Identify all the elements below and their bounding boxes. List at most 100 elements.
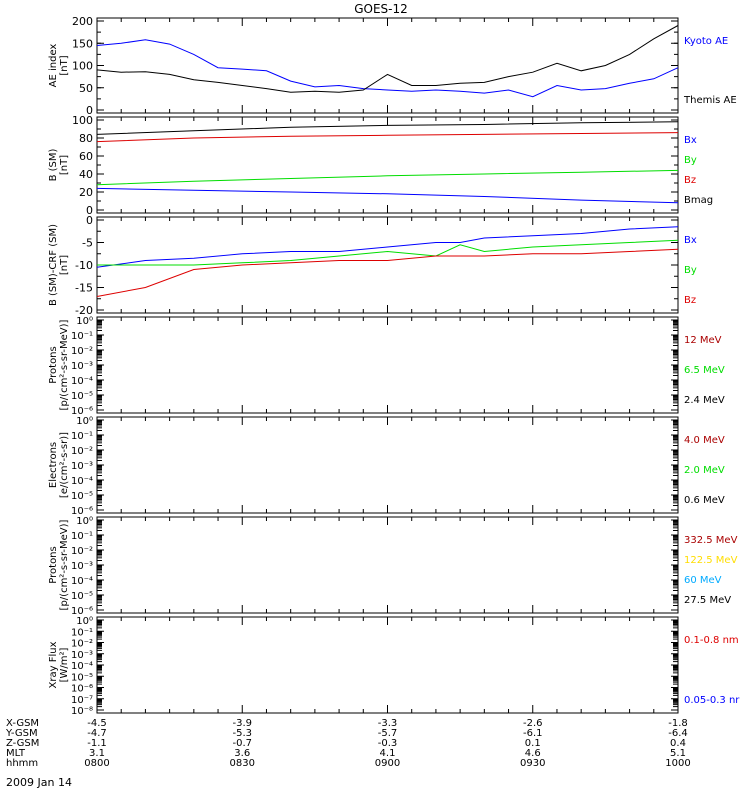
x-row-value: 0830 bbox=[230, 758, 255, 769]
legend-label: Bz bbox=[684, 295, 696, 306]
x-row-value: -0.3 bbox=[378, 738, 398, 749]
y-axis-label-line: AE index bbox=[48, 44, 59, 88]
y-axis-label: B (SM)-CRF (SM)[nT] bbox=[48, 224, 70, 306]
y-axis-label-line: Protons bbox=[48, 546, 59, 583]
y-tick-label: 10⁻⁵ bbox=[71, 591, 93, 602]
x-axis-table: X-GSM -4.5 -3.9 -3.3 -2.6 -1.8 Y-GSM -4.7 -5.3 -5… bbox=[5, 718, 691, 769]
y-tick-label: 10⁻³ bbox=[71, 361, 93, 372]
figure-title: GOES-12 bbox=[354, 2, 408, 16]
y-axis-label-line: [p/(cm²-s-sr-MeV)] bbox=[59, 519, 70, 610]
x-row-label: X-GSM bbox=[6, 718, 39, 729]
date-label: 2009 Jan 14 bbox=[6, 776, 72, 789]
y-axis-label: AE index[nT] bbox=[48, 44, 70, 88]
plot-frame bbox=[96, 17, 679, 114]
series-line-3 bbox=[96, 132, 679, 143]
x-row-value: 0.1 bbox=[525, 738, 541, 749]
y-tick-label: 0 bbox=[86, 214, 93, 227]
x-row-value: 0900 bbox=[375, 758, 400, 769]
x-row-value: -5.7 bbox=[378, 728, 398, 739]
x-row-value: -2.6 bbox=[523, 718, 543, 729]
x-row-label: MLT bbox=[6, 748, 26, 759]
legend-label: Kyoto AE bbox=[684, 36, 728, 47]
y-tick-label: 60 bbox=[79, 150, 93, 163]
x-row-value: -0.7 bbox=[232, 738, 252, 749]
y-tick-label: 10⁻⁵ bbox=[71, 391, 93, 402]
x-row-value: -4.7 bbox=[87, 728, 107, 739]
panel-1: 0 50 100 150 200 AE index[nT] Kyoto AE Themis A… bbox=[48, 15, 737, 117]
plot-frame bbox=[96, 416, 679, 514]
legend-label: Bz bbox=[684, 175, 696, 186]
x-row-label: Z-GSM bbox=[6, 738, 39, 749]
legend-label: 4.0 MeV bbox=[684, 435, 725, 446]
y-axis-label-line: [nT] bbox=[59, 255, 70, 275]
y-tick-label: -15 bbox=[75, 282, 93, 295]
y-tick-label: 10⁻² bbox=[71, 346, 93, 357]
y-tick-label: 10⁻⁶ bbox=[71, 606, 93, 617]
series-line-2 bbox=[96, 25, 679, 93]
y-tick-label: 100 bbox=[72, 114, 93, 127]
y-tick-label: -10 bbox=[75, 259, 93, 272]
y-tick-label: 200 bbox=[72, 15, 93, 28]
y-axis-label: B (SM)[nT] bbox=[48, 148, 70, 181]
legend-label: Bmag bbox=[684, 195, 713, 206]
x-row-value: -4.5 bbox=[87, 718, 107, 729]
panel-4: 10⁻⁶ 10⁻⁵ 10⁻⁴ 10⁻³ 10⁻² 10⁻¹ 10⁰ Protons[p/(cm… bbox=[48, 316, 725, 417]
legend-label: 0.6 MeV bbox=[684, 495, 725, 506]
y-tick-label: 10⁻⁴ bbox=[71, 661, 93, 672]
y-tick-label: 50 bbox=[79, 82, 93, 95]
x-row-value: -6.4 bbox=[668, 728, 688, 739]
y-tick-label: 10⁻¹ bbox=[71, 627, 93, 638]
y-axis-label-line: [e/(cm²-s-sr)] bbox=[59, 432, 70, 498]
legend-label: By bbox=[684, 265, 697, 276]
legend-label: 2.0 MeV bbox=[684, 465, 725, 476]
x-row-value: 0800 bbox=[84, 758, 109, 769]
x-row-value: -1.8 bbox=[668, 718, 688, 729]
y-tick-label: 0 bbox=[86, 104, 93, 117]
y-axis-label-line: [W/m²] bbox=[59, 647, 70, 682]
y-axis-label-line: B (SM) bbox=[48, 148, 59, 181]
y-tick-label: 10⁻⁶ bbox=[71, 406, 93, 417]
plot-frame bbox=[96, 616, 679, 714]
y-tick-label: 10⁻² bbox=[71, 546, 93, 557]
y-axis-label-line: [p/(cm²-s-sr-MeV)] bbox=[59, 319, 70, 410]
x-row-label: hhmm bbox=[6, 758, 38, 769]
y-axis-label: Protons[p/(cm²-s-sr-MeV)] bbox=[48, 319, 70, 410]
x-row-value: 0.4 bbox=[670, 738, 686, 749]
y-tick-label: 10⁻⁷ bbox=[71, 695, 93, 706]
legend-label: 60 MeV bbox=[684, 575, 722, 586]
y-tick-label: 10⁻⁴ bbox=[71, 376, 93, 387]
series-line-2 bbox=[97, 239, 679, 266]
y-axis-label: Protons[p/(cm²-s-sr-MeV)] bbox=[48, 519, 70, 610]
y-tick-label: 10⁻² bbox=[71, 639, 93, 650]
legend-label: 0.05-0.3 nr bbox=[684, 695, 740, 706]
legend-label: By bbox=[684, 155, 697, 166]
y-axis-label: Electrons[e/(cm²-s-sr)] bbox=[48, 432, 70, 498]
series-line-1 bbox=[96, 226, 679, 268]
x-row-value: 5.1 bbox=[670, 748, 686, 759]
y-axis-label: Xray Flux[W/m²] bbox=[48, 641, 70, 688]
x-row-value: -1.1 bbox=[87, 738, 107, 749]
x-row-value: -3.9 bbox=[232, 718, 252, 729]
y-tick-label: 40 bbox=[79, 168, 93, 181]
y-tick-label: 20 bbox=[79, 186, 93, 199]
panel-5: 10⁻⁶ 10⁻⁵ 10⁻⁴ 10⁻³ 10⁻² 10⁻¹ 10⁰ Electrons[e/(… bbox=[48, 416, 725, 517]
legend-label: 27.5 MeV bbox=[684, 595, 731, 606]
panel-6: 10⁻⁶ 10⁻⁵ 10⁻⁴ 10⁻³ 10⁻² 10⁻¹ 10⁰ Protons[p/(cm… bbox=[48, 516, 738, 617]
y-tick-label: 10⁻⁶ bbox=[71, 684, 93, 695]
y-axis-label-line: Electrons bbox=[48, 442, 59, 488]
x-row-value: 1000 bbox=[665, 758, 690, 769]
y-tick-label: 100 bbox=[72, 60, 93, 73]
y-tick-label: 10⁻⁸ bbox=[71, 706, 93, 717]
y-tick-label: 10⁻⁴ bbox=[71, 576, 93, 587]
y-tick-label: 80 bbox=[79, 132, 93, 145]
x-row-value: 4.6 bbox=[525, 748, 541, 759]
y-tick-label: 150 bbox=[72, 37, 93, 50]
series-line-4 bbox=[96, 121, 679, 135]
x-row-value: 3.6 bbox=[234, 748, 250, 759]
x-row-value: 0930 bbox=[520, 758, 545, 769]
series-line-1 bbox=[96, 39, 679, 98]
y-tick-label: 10⁻¹ bbox=[71, 431, 93, 442]
legend-label: 6.5 MeV bbox=[684, 365, 725, 376]
